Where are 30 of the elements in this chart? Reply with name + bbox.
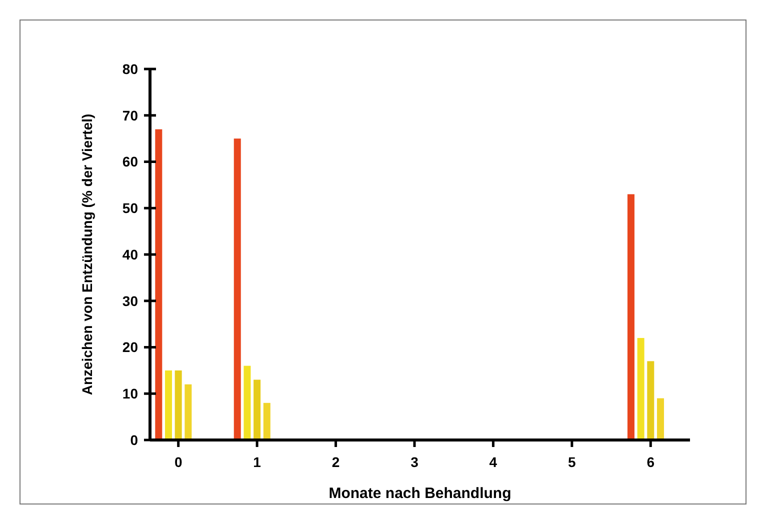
x-tick-label: 1 (253, 454, 262, 470)
x-axis-title: Monate nach Behandlung (328, 485, 512, 502)
y-tick-label: 80 (122, 60, 138, 77)
bar (184, 384, 192, 440)
y-tick-label: 30 (122, 292, 138, 309)
y-tick-label: 40 (122, 246, 138, 262)
bar (263, 402, 270, 440)
y-tick-label: 70 (122, 107, 138, 124)
bar (234, 138, 241, 440)
bar (244, 366, 251, 440)
bar (174, 370, 182, 440)
bar (155, 129, 162, 440)
y-tick-label: 20 (122, 339, 138, 356)
x-tick-label: 2 (332, 454, 340, 470)
bar (165, 370, 172, 440)
bar (656, 398, 664, 440)
y-tick-label: 60 (122, 154, 138, 170)
x-tick-label: 0 (174, 454, 182, 470)
y-axis-title: Anzeichen von Entzündung (% der Viertel) (79, 114, 95, 396)
bar (647, 361, 654, 440)
y-tick-label: 0 (130, 432, 138, 448)
y-tick-label: 50 (122, 200, 138, 216)
y-tick-label: 10 (122, 386, 138, 402)
x-tick-label: 5 (568, 454, 576, 470)
x-tick-label: 4 (489, 454, 498, 470)
x-tick-label: 6 (646, 454, 655, 470)
bar (627, 194, 634, 440)
x-tick-label: 3 (410, 454, 419, 470)
bar (637, 338, 644, 440)
bar (254, 380, 261, 440)
